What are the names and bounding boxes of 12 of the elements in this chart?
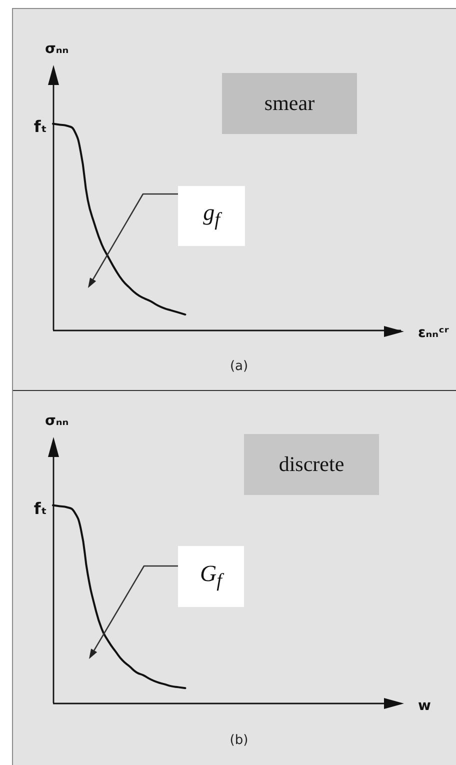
x-axis-title: w <box>418 698 431 714</box>
annotation: g$_{f}$ <box>203 200 220 232</box>
y-axis-title: σₙₙ <box>45 41 69 57</box>
text: discrete <box>278 452 344 477</box>
text: (b) <box>230 733 248 748</box>
text: (a) <box>230 359 248 374</box>
text: fₜ <box>34 117 47 136</box>
y-axis-title: σₙₙ <box>45 413 69 429</box>
x-axis-title: εₙₙᶜʳ <box>418 325 450 341</box>
text: smear <box>264 91 315 116</box>
text: fₜ <box>34 498 47 518</box>
annotation: G$_{f}$ <box>200 560 222 592</box>
